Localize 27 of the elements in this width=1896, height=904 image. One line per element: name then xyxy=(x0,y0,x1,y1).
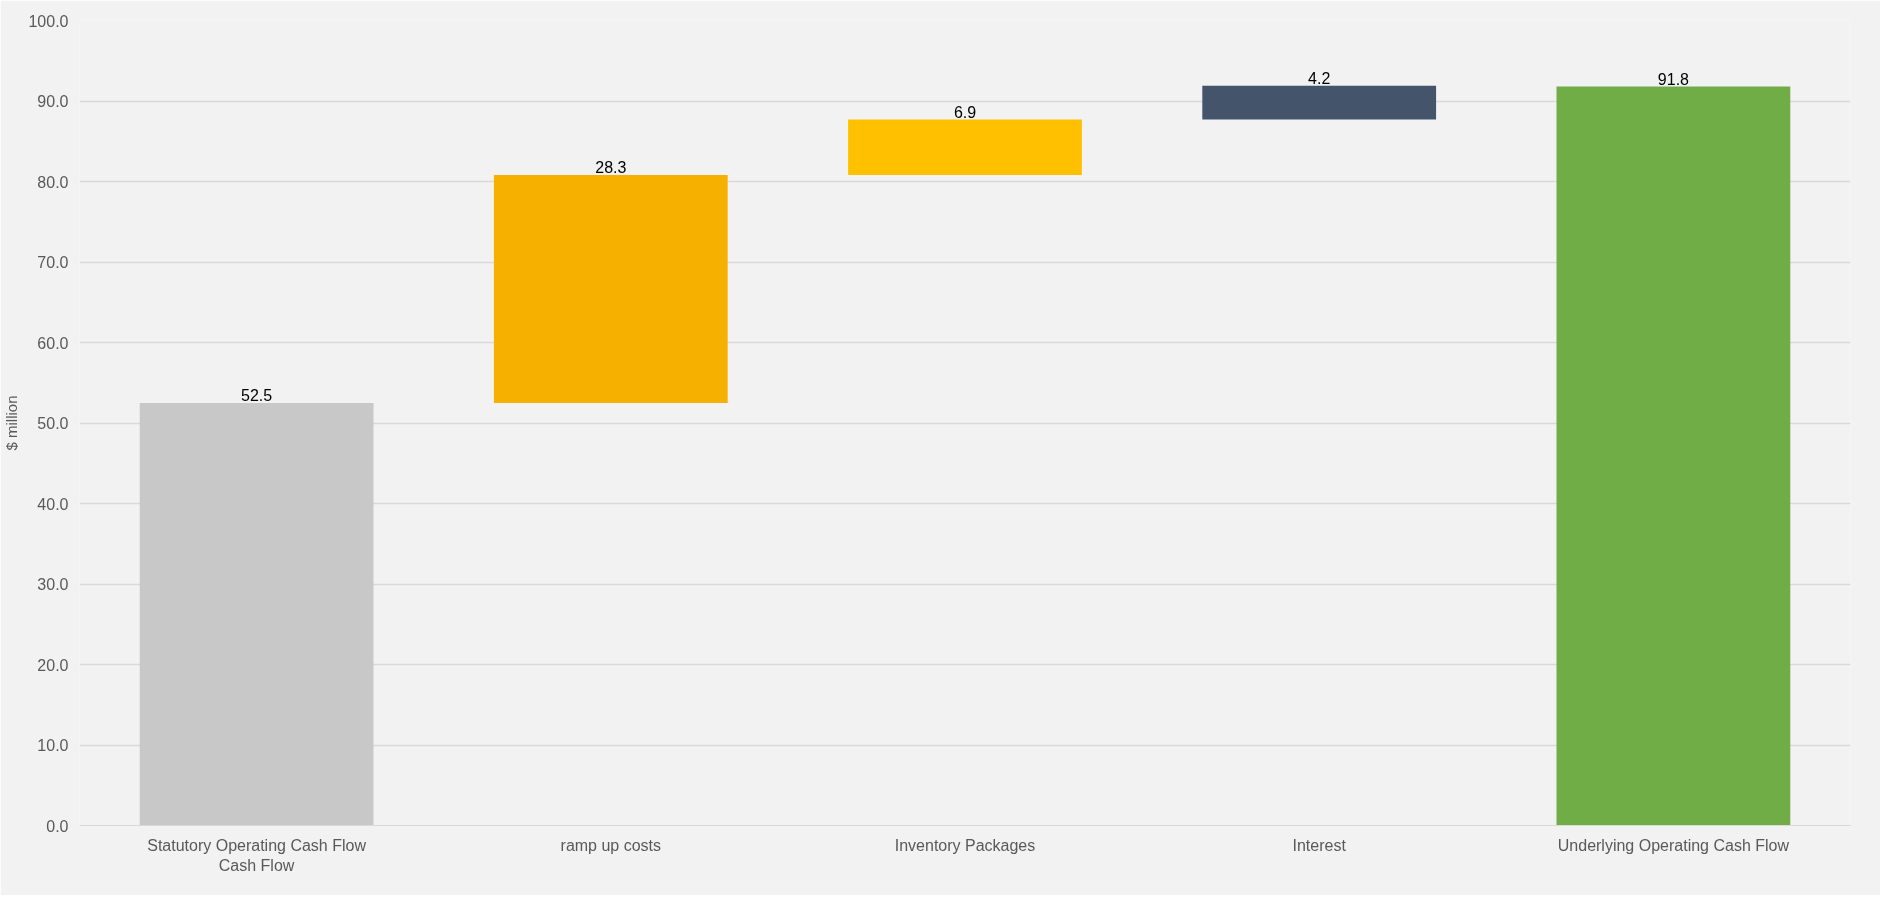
y-tick-label: 0.0 xyxy=(46,817,69,835)
y-tick-label: 30.0 xyxy=(37,576,69,593)
bar xyxy=(139,402,374,826)
bar xyxy=(1202,85,1437,120)
y-tick-label: 100.0 xyxy=(28,12,69,30)
data-label: 6.9 xyxy=(953,103,977,121)
x-tick-label: Statutory Operating Cash Flow Cash Flow xyxy=(147,836,367,874)
bar xyxy=(1556,86,1791,826)
bar xyxy=(493,175,728,403)
y-tick-label: 60.0 xyxy=(37,334,69,352)
y-tick-label: 40.0 xyxy=(37,495,69,513)
y-tick-label: 90.0 xyxy=(37,93,69,110)
data-label: 52.5 xyxy=(241,386,273,404)
x-tick-label: ramp up costs xyxy=(560,836,662,854)
x-tick-label: Inventory Packages xyxy=(894,836,1036,854)
y-tick-label: 50.0 xyxy=(37,415,69,432)
x-tick-label: Interest xyxy=(1292,836,1347,854)
bar xyxy=(848,119,1082,176)
data-label: 91.8 xyxy=(1657,70,1690,88)
y-tick-label: 70.0 xyxy=(37,254,69,271)
y-axis-title: $ million xyxy=(3,395,21,451)
y-tick-label: 20.0 xyxy=(37,656,69,674)
y-tick-label: 10.0 xyxy=(37,737,69,754)
x-tick-label: Underlying Operating Cash Flow xyxy=(1557,836,1790,854)
data-label: 4.2 xyxy=(1308,69,1331,87)
data-label: 28.3 xyxy=(595,159,627,177)
y-tick-label: 80.0 xyxy=(37,173,69,191)
